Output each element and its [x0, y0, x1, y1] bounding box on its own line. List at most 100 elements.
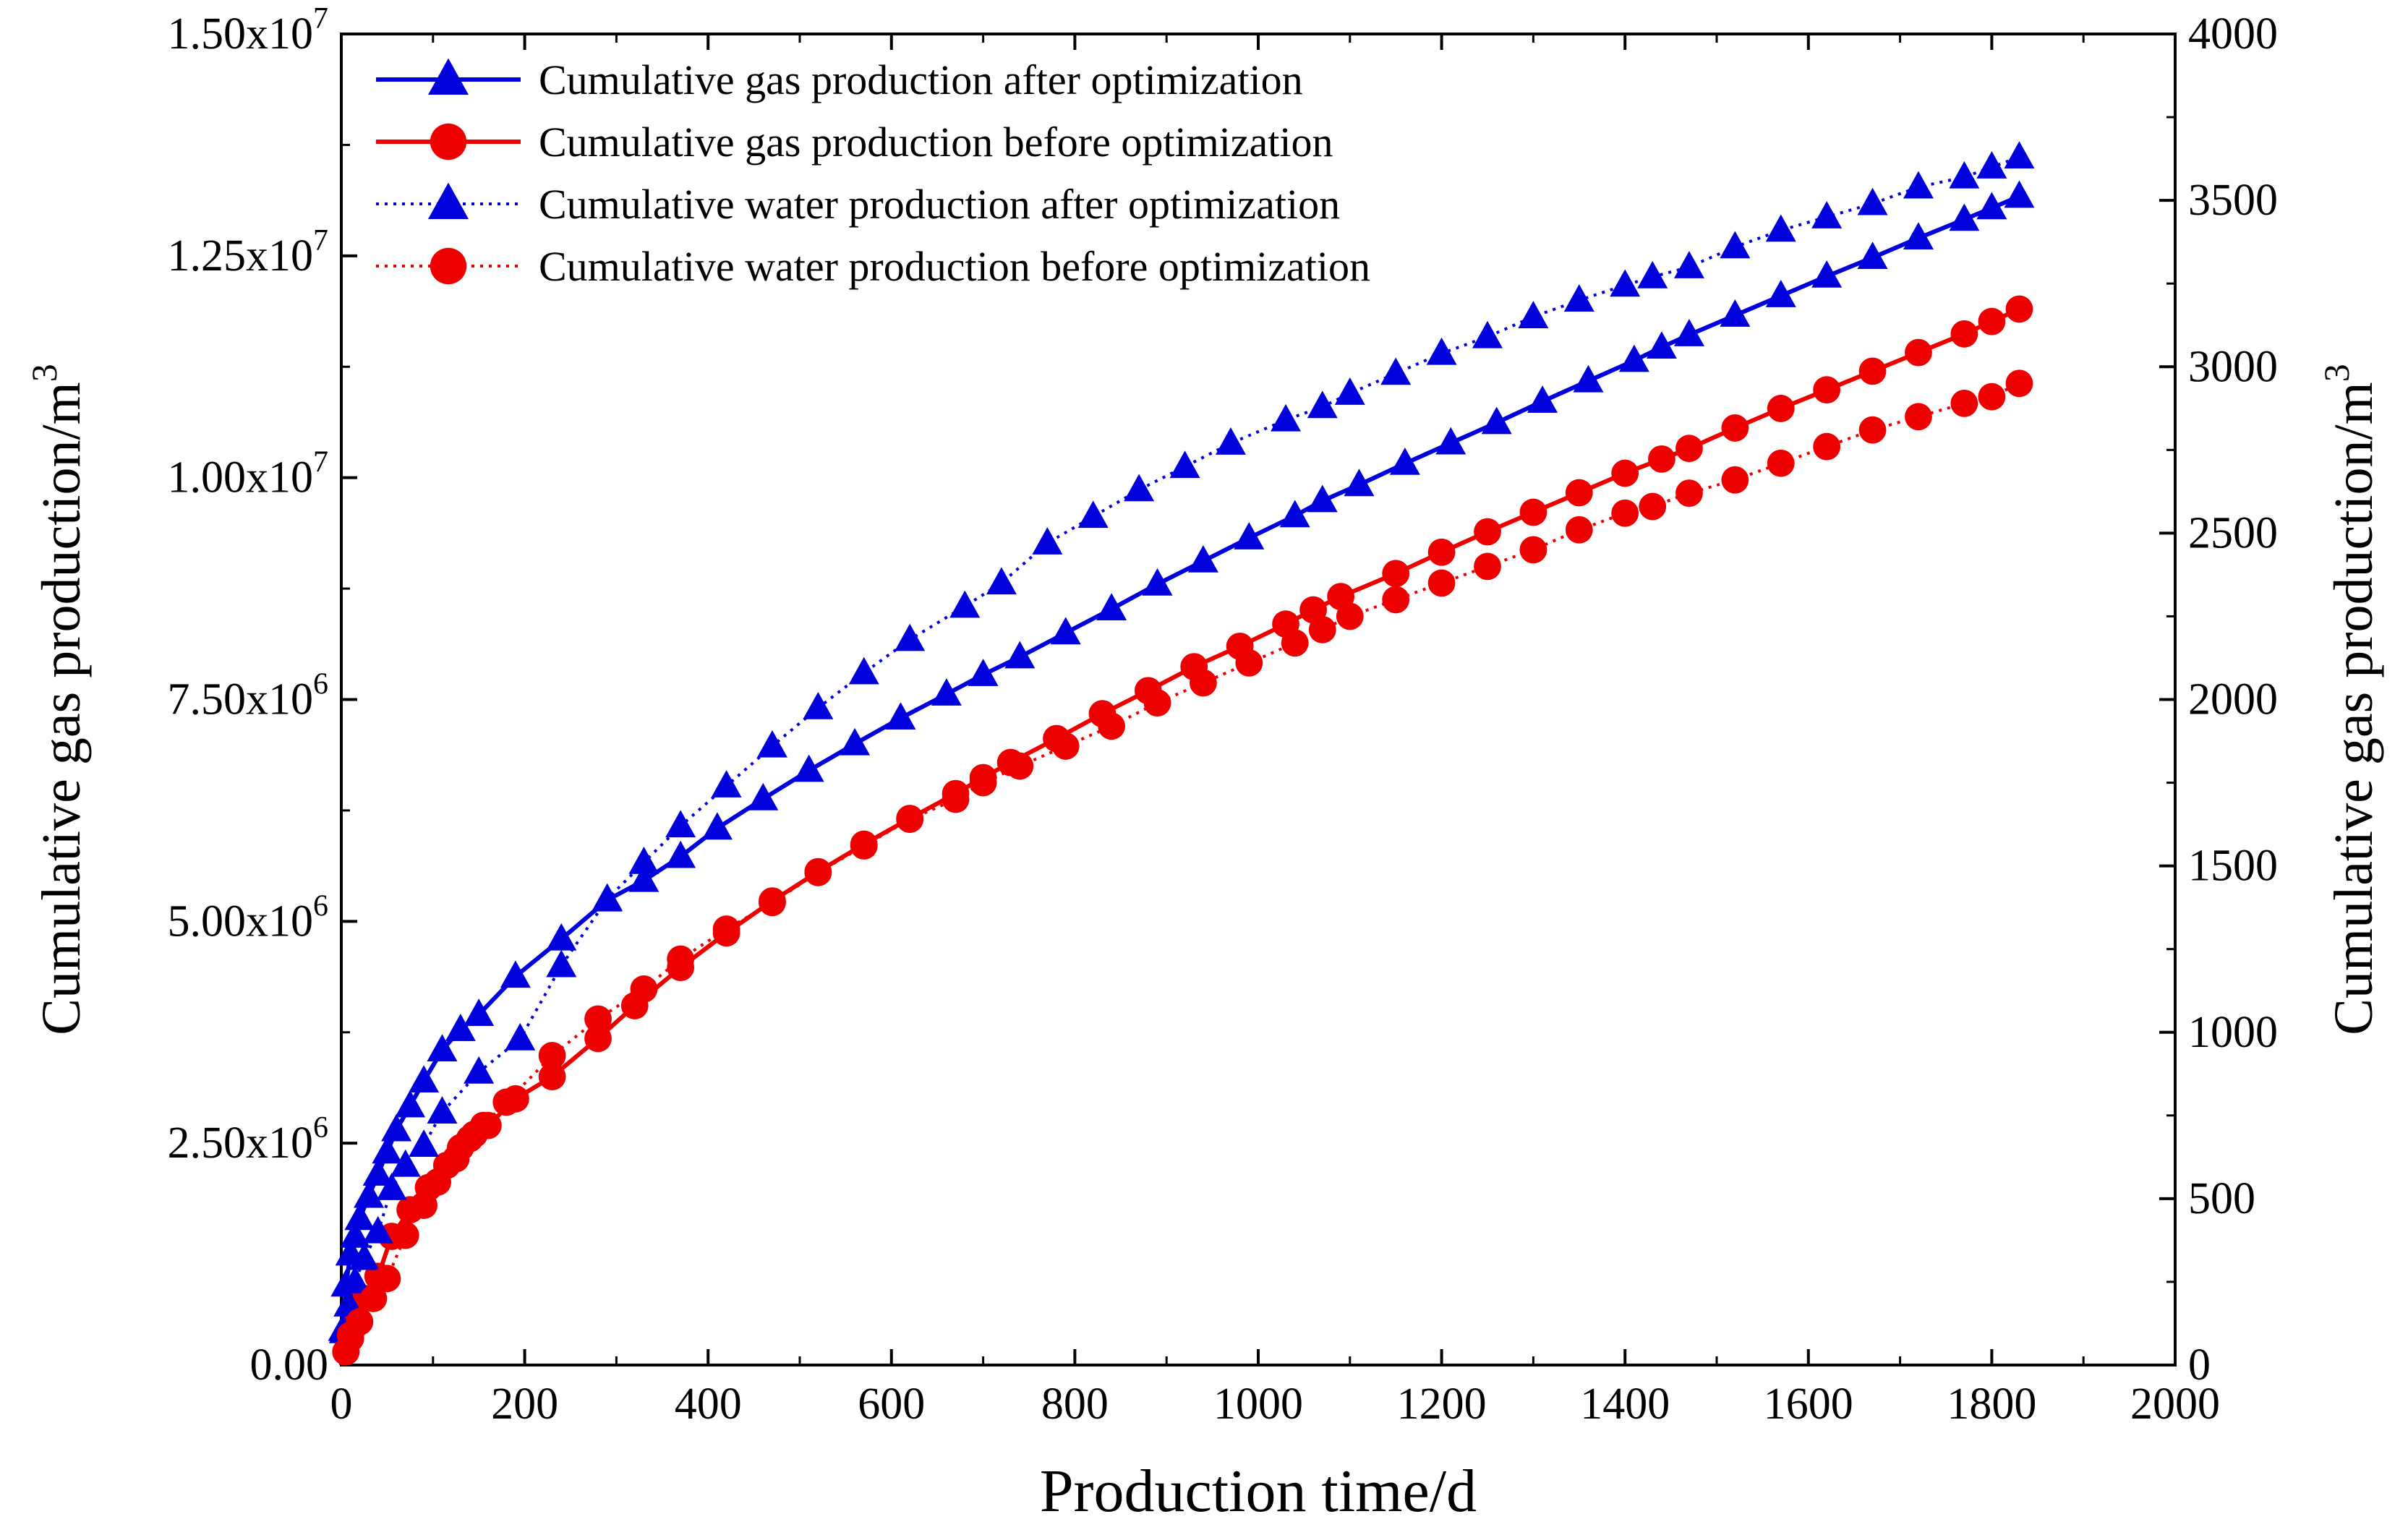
series-4-point	[1721, 466, 1749, 494]
series-2-point	[1648, 445, 1675, 473]
series-1-point	[344, 1202, 375, 1231]
y-left-tick-mantissa: 1.00x10	[168, 453, 314, 502]
series-3-point	[665, 810, 696, 838]
series-3-point	[1307, 390, 1338, 419]
series-3-point	[895, 623, 926, 651]
series-4-point	[538, 1042, 566, 1069]
y-left-tick-mantissa: 2.50x10	[168, 1118, 314, 1168]
series-3-point	[362, 1215, 393, 1244]
series-1-point	[701, 812, 733, 840]
series-3-point	[1472, 320, 1503, 348]
series-2-point	[1565, 479, 1593, 507]
series-3-point	[1032, 527, 1063, 555]
series-4-point	[1051, 732, 1080, 760]
legend-label: Cumulative water production after optimi…	[539, 181, 1340, 228]
series-1-point	[1004, 641, 1036, 669]
series-4-point	[1675, 479, 1703, 508]
series-3-point	[1673, 251, 1704, 278]
series-2-point	[538, 1063, 566, 1091]
series-1-point	[381, 1113, 412, 1142]
series-layer	[328, 141, 2035, 1366]
y-left-tick-label: 5.00x106	[168, 889, 329, 946]
series-3-point	[1811, 201, 1843, 228]
series-4-point	[1308, 615, 1336, 643]
series-1-point	[1142, 568, 1173, 596]
y-right-tick-label: 0	[2188, 1340, 2211, 1390]
series-4-point	[1978, 382, 2006, 411]
y-left-tick-mantissa: 7.50x10	[168, 675, 314, 724]
series-4-point	[346, 1308, 374, 1336]
series-4-point	[1427, 569, 1456, 597]
series-3-point	[1124, 474, 1155, 502]
series-3-point	[427, 1096, 458, 1124]
series-4-point	[1190, 669, 1217, 697]
series-1-point	[395, 1090, 426, 1118]
series-3-point	[711, 770, 742, 797]
series-4-point	[391, 1221, 419, 1249]
series-3-point	[1857, 187, 1888, 215]
series-4-point	[804, 858, 832, 886]
y-left-tick-label: 1.50x107	[168, 2, 329, 59]
series-2-point	[1427, 538, 1456, 566]
series-1-point	[1187, 544, 1218, 573]
series-2-point	[1813, 376, 1841, 404]
series-1-point	[1857, 241, 1888, 270]
series-2-point	[1721, 414, 1749, 442]
legend-item-2: Cumulative gas production before optimiz…	[376, 119, 1333, 166]
y-left-tick-label: 1.00x107	[168, 446, 329, 502]
series-2-point	[2005, 295, 2033, 323]
series-4-point	[1639, 492, 1667, 521]
series-4-point	[1235, 649, 1263, 677]
series-4-point	[1098, 712, 1126, 740]
y-left-tick-label: 0.00	[250, 1340, 329, 1390]
series-3-point	[1077, 500, 1109, 529]
series-1-point	[362, 1158, 393, 1186]
series-1-point	[372, 1136, 403, 1164]
series-3-point	[2004, 141, 2035, 169]
series-3-point	[546, 949, 577, 978]
series-3-point	[1903, 171, 1934, 199]
legend-label: Cumulative gas production after optimiza…	[539, 56, 1303, 103]
series-2-point	[1950, 320, 1978, 348]
series-1-point	[1344, 469, 1375, 497]
y-right-axis-title-superscript: 3	[2316, 364, 2357, 382]
y-left-axis-title-superscript: 3	[24, 364, 64, 382]
x-tick-label: 1600	[1764, 1380, 1853, 1429]
series-2-point	[1675, 435, 1703, 463]
series-3-point	[376, 1173, 407, 1200]
series-2-point	[1858, 357, 1887, 385]
series-1-point	[628, 864, 659, 892]
series-4-point	[1767, 449, 1795, 477]
series-4-point	[1006, 752, 1034, 780]
legend-item-3: Cumulative water production after optimi…	[376, 181, 1340, 228]
series-4-point	[2005, 369, 2033, 398]
series-1-point	[1096, 593, 1127, 621]
series-3-point	[464, 1056, 495, 1084]
series-4-point	[630, 975, 658, 1003]
series-3-point	[1637, 260, 1668, 288]
series-3-point	[628, 846, 659, 874]
series-3-point	[1334, 377, 1365, 405]
axes-layer: 0 200 400 600 800 1000 1200 1400 1600 1800 2000 0.0…	[24, 2, 2384, 1525]
y-right-axis-title-text: Cumulative gas production/m	[2323, 382, 2384, 1035]
series-4	[332, 369, 2033, 1366]
y-left-tick-mantissa: 0.00	[250, 1340, 329, 1390]
x-tick-label: 1800	[1947, 1380, 2036, 1429]
series-1-point	[427, 1034, 458, 1062]
series-2-point	[1382, 560, 1410, 588]
series-1-point	[1765, 280, 1796, 307]
x-tick-label: 600	[858, 1380, 925, 1429]
series-2-point	[1519, 498, 1547, 526]
series-4-point	[442, 1145, 470, 1173]
y-left-tick-exponent: 7	[313, 224, 328, 257]
series-4-point	[492, 1088, 521, 1116]
series-1-point	[1307, 484, 1338, 513]
series-4-point	[1519, 536, 1547, 564]
series-3	[328, 141, 2035, 1366]
series-2-point	[584, 1025, 612, 1053]
series-2-point	[1978, 307, 2006, 335]
series-4-point	[1858, 416, 1887, 444]
series-2-point	[1474, 518, 1501, 546]
y-left-tick-exponent: 7	[313, 2, 328, 35]
